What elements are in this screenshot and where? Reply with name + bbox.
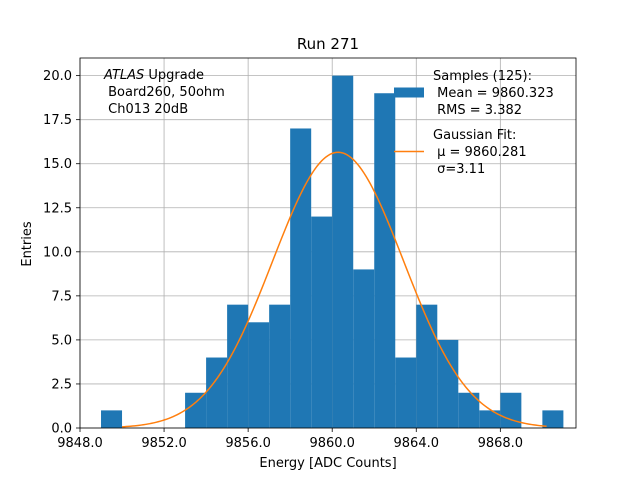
y-tick-label: 10.0 — [43, 245, 72, 260]
histogram-bar — [206, 357, 228, 428]
y-tick-label: 17.5 — [43, 113, 72, 128]
legend-label-line: Gaussian Fit: — [433, 128, 516, 143]
histogram-bar — [458, 392, 480, 428]
chart-title: Run 271 — [297, 35, 359, 53]
y-tick-label: 5.0 — [51, 333, 72, 348]
x-tick-label: 9856.0 — [225, 436, 271, 451]
y-axis-ticks: 0.0 2.5 5.0 7.5 10.0 12.5 15.0 17.5 20.0 — [43, 69, 80, 437]
histogram-bar — [311, 216, 333, 428]
y-tick-label: 2.5 — [51, 377, 72, 392]
histogram-bar — [395, 357, 417, 428]
histogram-bar — [101, 410, 123, 428]
annotation-text: Upgrade — [144, 68, 204, 83]
histogram-bar — [269, 304, 291, 428]
histogram-bar — [185, 392, 207, 428]
histogram-bar — [416, 304, 438, 428]
histogram-bar — [248, 322, 270, 428]
gaussian-fit-line — [121, 151, 547, 428]
x-tick-label: 9864.0 — [394, 436, 440, 451]
legend-label-line: Mean = 9860.323 — [433, 86, 554, 101]
y-tick-label: 12.5 — [43, 201, 72, 216]
histogram-bar — [437, 339, 459, 428]
legend-label-line: σ=3.11 — [433, 162, 485, 177]
plot-frame — [79, 57, 577, 429]
annotation-line: ATLAS Upgrade — [103, 68, 204, 83]
x-tick-label: 9848.0 — [57, 436, 103, 451]
histogram-bar — [542, 410, 564, 428]
annotation-line: Board260, 50ohm — [104, 85, 225, 100]
y-tick-label: 7.5 — [51, 289, 72, 304]
histogram-bars — [101, 75, 564, 428]
histogram-bar — [290, 128, 312, 428]
legend: Samples (125): Mean = 9860.323 RMS = 3.3… — [394, 69, 554, 177]
run-info-annotation: ATLAS Upgrade Board260, 50ohm Ch013 20dB — [103, 68, 225, 117]
histogram-bar — [353, 269, 375, 428]
legend-swatch-samples — [394, 87, 424, 98]
x-tick-label: 9860.0 — [309, 436, 355, 451]
y-tick-label: 15.0 — [43, 157, 72, 172]
gaussian-fit — [121, 151, 547, 428]
histogram-bar — [374, 93, 396, 428]
x-axis-label: Energy [ADC Counts] — [259, 456, 396, 471]
y-axis-label: Entries — [20, 221, 35, 267]
histogram-bar — [332, 75, 354, 428]
legend-label-line: Samples (125): — [433, 69, 532, 84]
legend-label-line: μ = 9860.281 — [433, 145, 527, 160]
x-tick-label: 9852.0 — [141, 436, 187, 451]
legend-label-line: RMS = 3.382 — [433, 103, 522, 118]
histogram-bar — [500, 392, 522, 428]
histogram-bar — [227, 304, 249, 428]
y-tick-label: 20.0 — [43, 69, 72, 84]
x-tick-label: 9868.0 — [478, 436, 524, 451]
x-axis-ticks: 9848.0 9852.0 9856.0 9860.0 9864.0 9868.0 — [57, 428, 523, 451]
histogram-bar — [479, 410, 501, 428]
annotation-line: Ch013 20dB — [104, 102, 188, 117]
annotation-italic: ATLAS — [103, 68, 144, 83]
y-tick-label: 0.0 — [51, 422, 72, 437]
